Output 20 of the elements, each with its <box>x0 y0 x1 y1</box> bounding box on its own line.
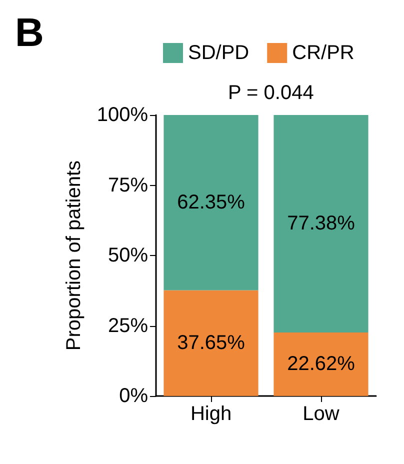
y-tick-label: 75% <box>108 174 148 196</box>
chart-title: B <box>15 11 44 55</box>
text: P = 0.044 <box>228 82 314 104</box>
legend-label: CR/PR <box>292 42 354 64</box>
data-label: 62.35% <box>177 192 246 214</box>
y-tick-label: 50% <box>108 244 148 266</box>
bar <box>164 290 258 396</box>
y-tick-label: 100% <box>96 104 148 126</box>
legend-label: SD/PD <box>188 42 250 64</box>
data-label: 77.38% <box>287 212 356 235</box>
bar <box>274 332 368 396</box>
data-label: 37.65% <box>177 332 246 354</box>
bar <box>164 115 258 290</box>
y-tick-label: 0% <box>119 385 148 407</box>
y-tick-label: 25% <box>108 314 148 337</box>
data-label: 22.62% <box>287 353 356 376</box>
bar <box>274 115 368 332</box>
y-axis-title: Proportion of patients <box>63 160 85 351</box>
x-tick-label: High <box>190 403 232 425</box>
x-tick-label: Low <box>302 403 340 425</box>
